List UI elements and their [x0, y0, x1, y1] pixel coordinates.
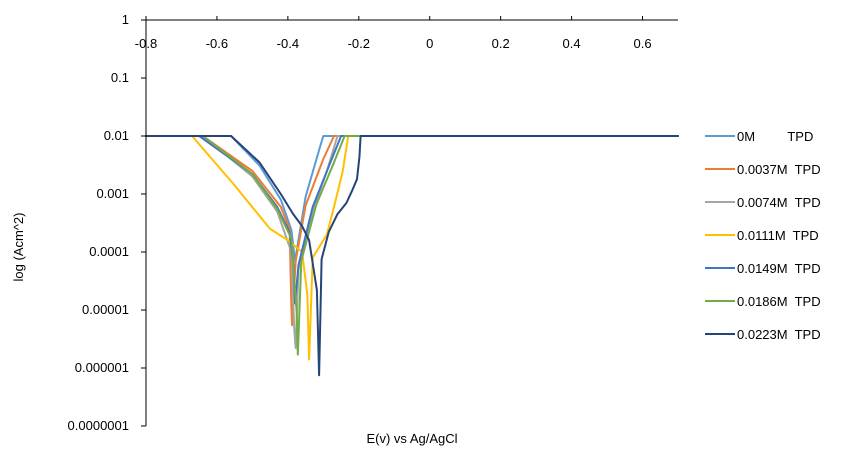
- x-tick-label: -0.4: [277, 36, 299, 51]
- x-axis-title: E(v) vs Ag/AgCl: [366, 431, 457, 446]
- legend-label-4: 0.0149M TPD: [737, 261, 821, 276]
- series-line-3: [145, 135, 679, 361]
- plot-area: [145, 135, 679, 377]
- x-tick-label: -0.2: [348, 36, 370, 51]
- x-tick-label: 0.2: [492, 36, 510, 51]
- y-tick-label: 1: [122, 12, 129, 27]
- y-tick-label: 0.0000001: [68, 418, 129, 433]
- x-tick-label: 0: [426, 36, 433, 51]
- y-tick-label: 0.01: [104, 128, 129, 143]
- series-line-6: [145, 135, 679, 377]
- legend-label-6: 0.0223M TPD: [737, 327, 821, 342]
- x-tick-label: 0.6: [633, 36, 651, 51]
- legend-label-5: 0.0186M TPD: [737, 294, 821, 309]
- series-line-5: [145, 135, 679, 356]
- tick-labels: 1 0.1 0.01 0.001 0.0001 0.00001 0.000001 0.0000…: [68, 12, 652, 433]
- legend: 0M TPD 0.0037M TPD 0.0074M TPD 0.0111M TPD 0…: [705, 129, 821, 342]
- y-tick-label: 0.1: [111, 70, 129, 85]
- legend-label-1: 0.0037M TPD: [737, 162, 821, 177]
- series-line-2: [145, 135, 679, 350]
- axes: [141, 16, 678, 427]
- y-tick-label: 0.0001: [89, 244, 129, 259]
- y-tick-label: 0.00001: [82, 302, 129, 317]
- x-tick-label: 0.4: [563, 36, 581, 51]
- x-tick-label: -0.8: [135, 36, 157, 51]
- y-tick-label: 0.000001: [75, 360, 129, 375]
- legend-label-0: 0M TPD: [737, 129, 813, 144]
- y-tick-label: 0.001: [96, 186, 129, 201]
- legend-label-3: 0.0111M TPD: [737, 228, 819, 243]
- series-line-1: [145, 135, 679, 327]
- series-line-4: [145, 135, 679, 305]
- legend-label-2: 0.0074M TPD: [737, 195, 821, 210]
- y-axis-title: log (Acm^2): [11, 213, 26, 282]
- x-tick-label: -0.6: [206, 36, 228, 51]
